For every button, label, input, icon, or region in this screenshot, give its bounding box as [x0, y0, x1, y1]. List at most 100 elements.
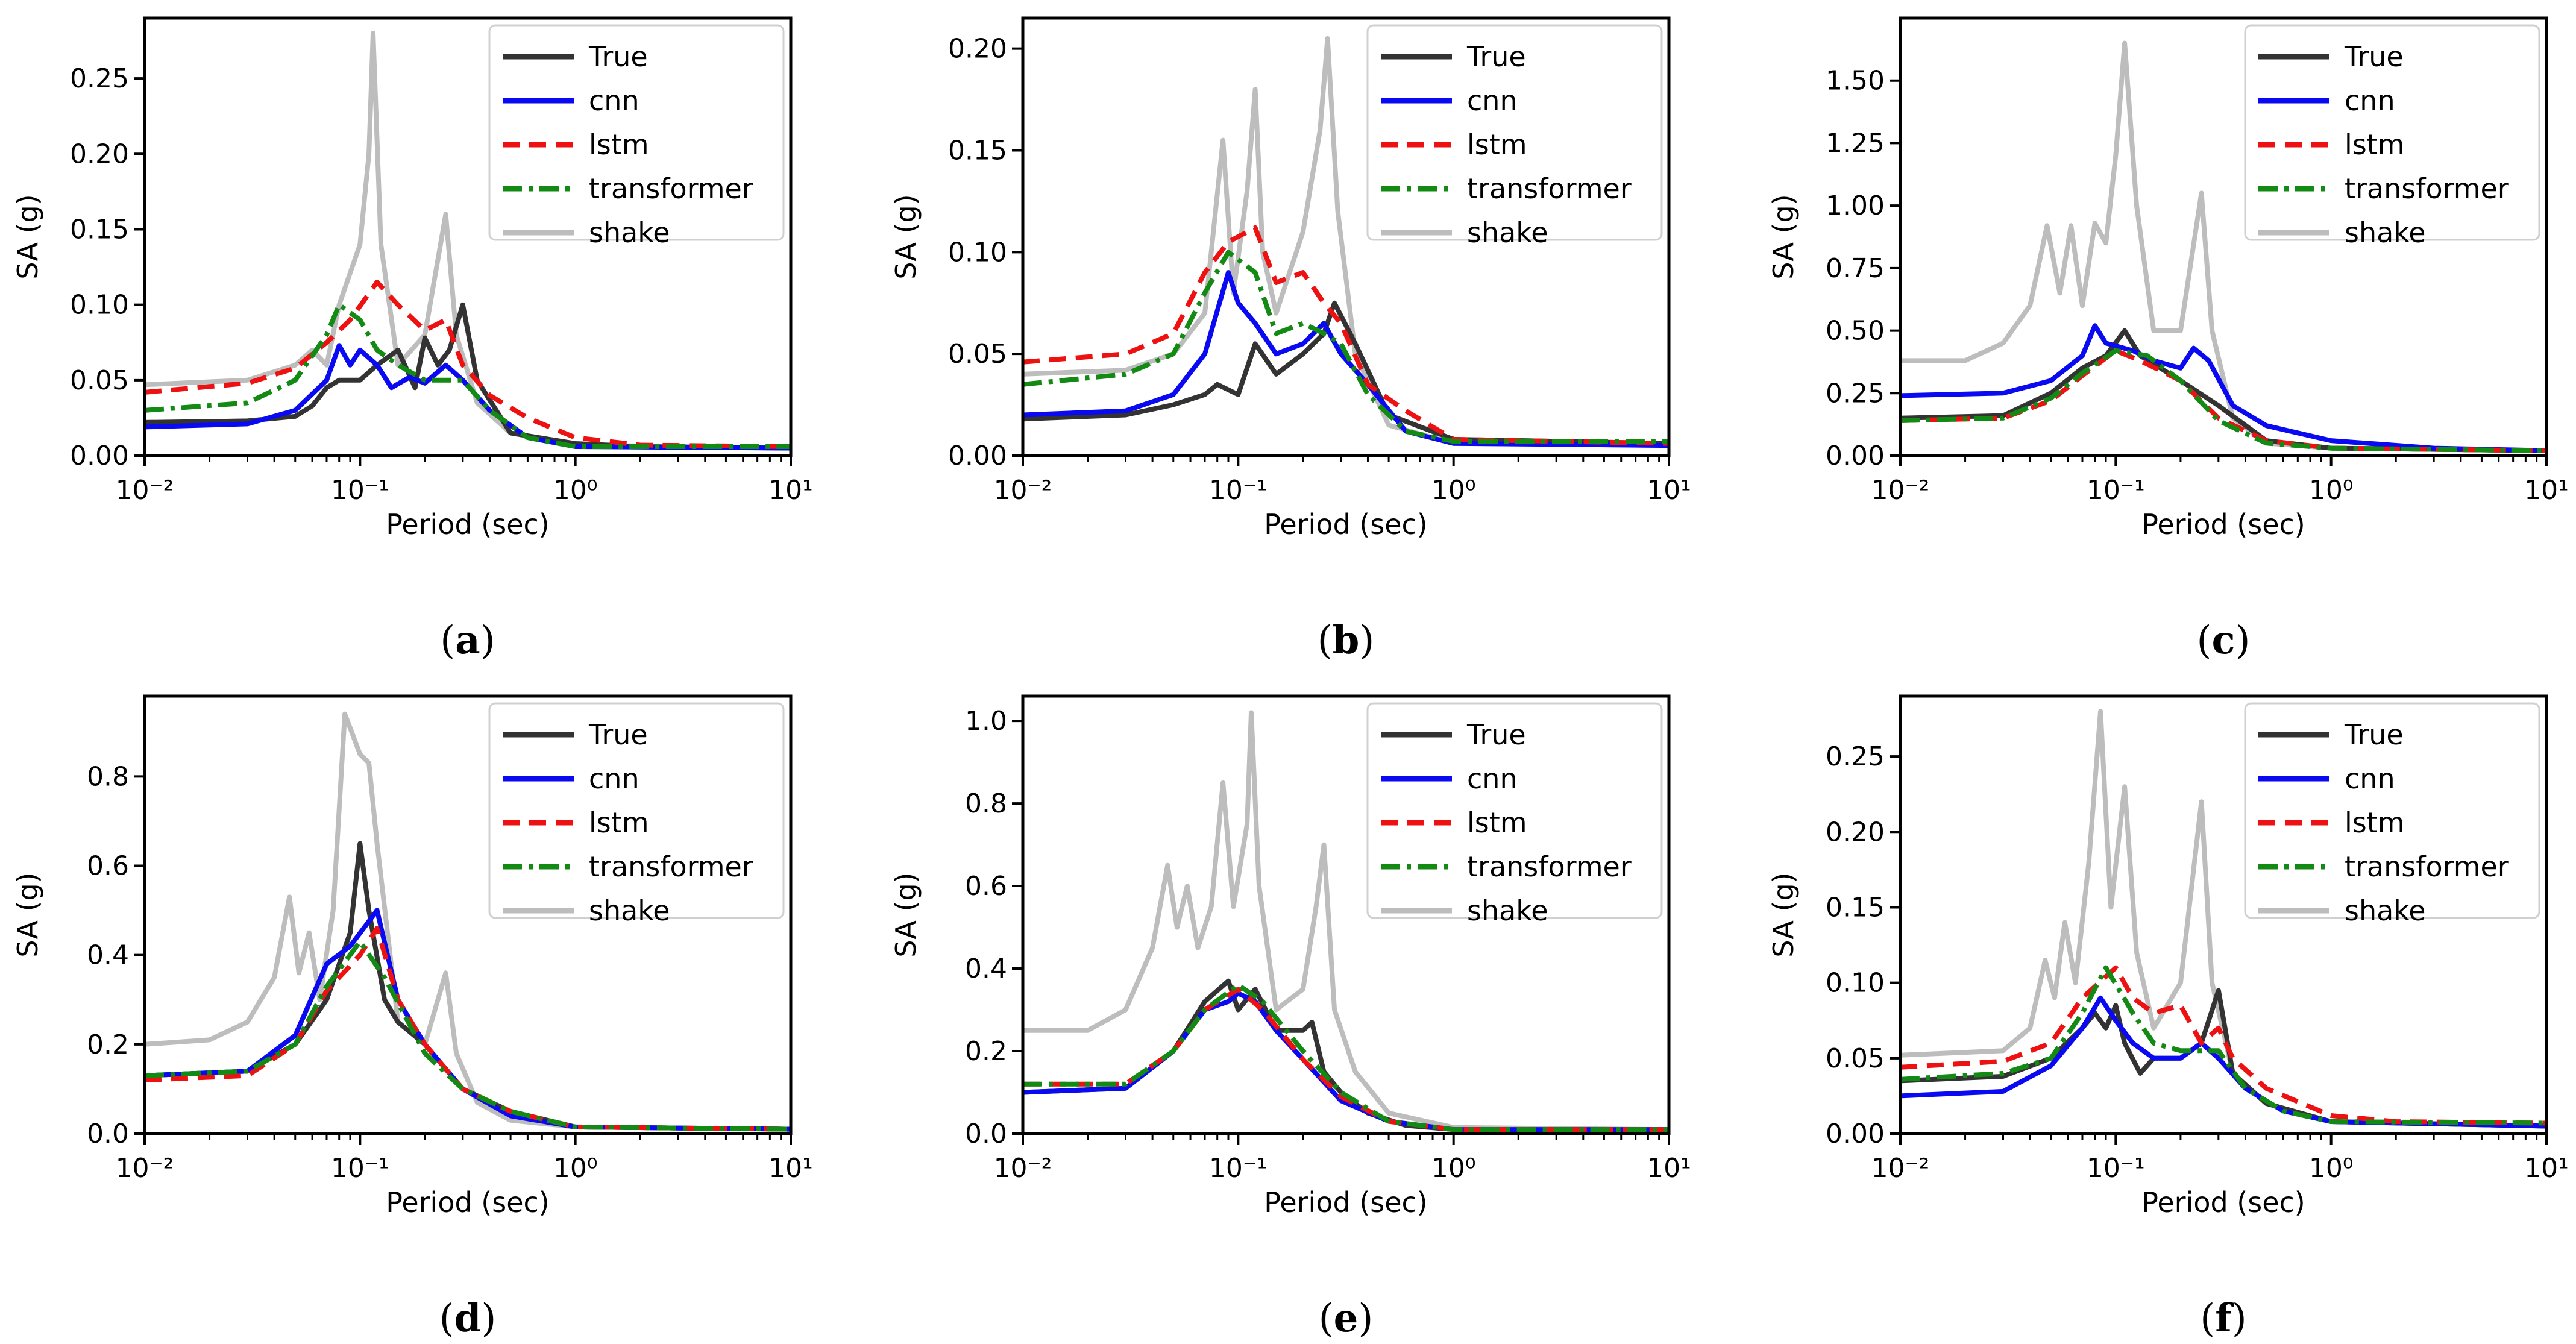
legend-box — [1366, 24, 1663, 241]
legend-label-true: True — [588, 718, 648, 751]
subplot-e: 10⁻² 10⁻¹ 10⁰ 10¹ 0.0 0.2 0.4 0.6 0.8 1.0 Period (… — [890, 694, 1691, 1341]
legend: True cnn lstm transformer shake — [1366, 24, 1663, 249]
legend-label-lstm: lstm — [589, 128, 649, 161]
x-tick-label: 10⁻² — [1871, 1153, 1930, 1184]
legend-label-true: True — [1466, 718, 1526, 751]
series-line-true — [1900, 328, 2546, 453]
y-tick-label: 0.6 — [965, 871, 1007, 902]
legend-label-shake: shake — [2345, 216, 2426, 249]
legend-label-shake: shake — [1467, 894, 1548, 927]
axes-frame — [143, 694, 793, 1135]
x-tick-label: 10¹ — [2524, 1153, 2569, 1184]
caption-close-paren: ) — [480, 618, 495, 663]
y-tick-label: 0.05 — [70, 365, 129, 396]
axes-frame — [1899, 16, 2548, 457]
subplot-f: 10⁻² 10⁻¹ 10⁰ 10¹ 0.00 0.05 0.10 0.15 0.20 0.25 Pe… — [1767, 694, 2569, 1341]
x-tick-label: 10¹ — [1647, 1153, 1691, 1184]
y-tick-label: 0.00 — [1826, 1119, 1885, 1149]
y-tick-label: 0.05 — [1826, 1043, 1885, 1074]
caption-letter: d — [454, 1296, 482, 1341]
subplot-c: 10⁻² 10⁻¹ 10⁰ 10¹ 0.00 0.25 0.50 0.75 1.00 1.25 1.… — [1767, 16, 2569, 663]
x-tick-label: 10⁰ — [1431, 475, 1476, 506]
legend-label-true: True — [588, 40, 648, 73]
series-line-lstm — [1900, 348, 2546, 453]
axes-frame — [143, 16, 793, 457]
x-tick-label: 10⁰ — [2309, 475, 2354, 506]
caption-close-paren: ) — [481, 1296, 496, 1341]
series-line-shake — [1023, 710, 1669, 1132]
y-tick-label: 0.00 — [70, 441, 129, 471]
legend-label-lstm: lstm — [1467, 806, 1527, 839]
legend-box — [488, 702, 785, 919]
x-tick-label: 10⁰ — [553, 1153, 598, 1184]
subplot-a: 10⁻² 10⁻¹ 10⁰ 10¹ 0.00 0.05 0.10 0.15 0.20 0.25 Pe… — [11, 16, 813, 663]
legend-box — [2244, 702, 2540, 919]
y-tick-label: 0.75 — [1826, 253, 1885, 284]
y-tick-label: 0.10 — [1826, 968, 1885, 999]
legend-label-shake: shake — [589, 894, 670, 927]
caption-open-paren: ( — [1318, 618, 1333, 663]
y-tick-label: 0.25 — [70, 63, 129, 94]
series-line-lstm — [1023, 225, 1669, 446]
series-line-lstm — [1023, 987, 1669, 1132]
y-tick-label: 0.10 — [948, 237, 1007, 268]
caption-letter: a — [455, 618, 480, 663]
series-group — [1023, 36, 1669, 448]
y-tick-label: 1.0 — [965, 706, 1007, 736]
series-line-lstm — [145, 280, 791, 449]
y-tick-label: 0.10 — [70, 290, 129, 321]
legend: True cnn lstm transformer shake — [1366, 702, 1663, 927]
y-tick-label: 0.05 — [948, 339, 1007, 369]
legend-label-cnn: cnn — [1467, 84, 1518, 117]
axes-frame — [1021, 16, 1671, 457]
legend-label-transformer: transformer — [1467, 850, 1632, 883]
series-line-transformer — [145, 939, 791, 1132]
caption-letter: f — [2215, 1296, 2234, 1341]
subplot-caption: (f) — [2200, 1296, 2246, 1341]
legend-box — [488, 24, 785, 241]
subplot-caption: (a) — [440, 618, 495, 663]
y-tick-label: 0.0 — [965, 1119, 1007, 1149]
y-tick-label: 0.20 — [948, 34, 1007, 64]
legend-label-true: True — [2344, 718, 2404, 751]
y-tick-label: 0.25 — [1826, 378, 1885, 409]
caption-close-paren: ) — [1358, 1296, 1373, 1341]
caption-close-paren: ) — [2235, 618, 2250, 663]
y-axis-label: SA (g) — [890, 872, 922, 957]
legend-label-true: True — [2344, 40, 2404, 73]
legend-label-transformer: transformer — [589, 850, 753, 883]
legend: True cnn lstm transformer shake — [2244, 702, 2540, 927]
y-tick-label: 0.4 — [87, 940, 129, 971]
caption-open-paren: ( — [440, 618, 455, 663]
y-tick-label: 0.50 — [1826, 316, 1885, 347]
caption-close-paren: ) — [1359, 618, 1374, 663]
legend: True cnn lstm transformer shake — [488, 702, 785, 927]
legend-label-lstm: lstm — [2345, 806, 2405, 839]
x-tick-label: 10⁻² — [994, 1153, 1052, 1184]
series-line-lstm — [145, 926, 791, 1132]
series-line-shake — [145, 31, 791, 451]
x-tick-label: 10⁻¹ — [331, 475, 389, 506]
legend: True cnn lstm transformer shake — [488, 24, 785, 249]
x-tick-label: 10¹ — [768, 475, 813, 506]
y-tick-label: 0.6 — [87, 851, 129, 882]
x-tick-label: 10¹ — [768, 1153, 813, 1184]
x-tick-label: 10⁰ — [1431, 1153, 1476, 1184]
y-tick-label: 0.00 — [1826, 441, 1885, 471]
legend-label-shake: shake — [589, 216, 670, 249]
x-axis-label: Period (sec) — [2141, 1186, 2305, 1219]
subplot-caption: (e) — [1319, 1296, 1374, 1341]
x-tick-label: 10⁻¹ — [331, 1153, 389, 1184]
series-line-true — [1023, 978, 1669, 1132]
x-tick-label: 10⁻² — [1871, 475, 1930, 506]
caption-open-paren: ( — [2197, 618, 2212, 663]
series-group — [1023, 710, 1669, 1132]
axes-frame — [1021, 694, 1671, 1135]
caption-letter: c — [2212, 618, 2235, 663]
legend-label-cnn: cnn — [2345, 84, 2395, 117]
series-line-transformer — [1900, 965, 2546, 1126]
y-tick-label: 0.2 — [87, 1029, 129, 1060]
caption-open-paren: ( — [439, 1296, 454, 1341]
series-line-transformer — [145, 302, 791, 449]
y-axis-label: SA (g) — [1767, 194, 1800, 279]
